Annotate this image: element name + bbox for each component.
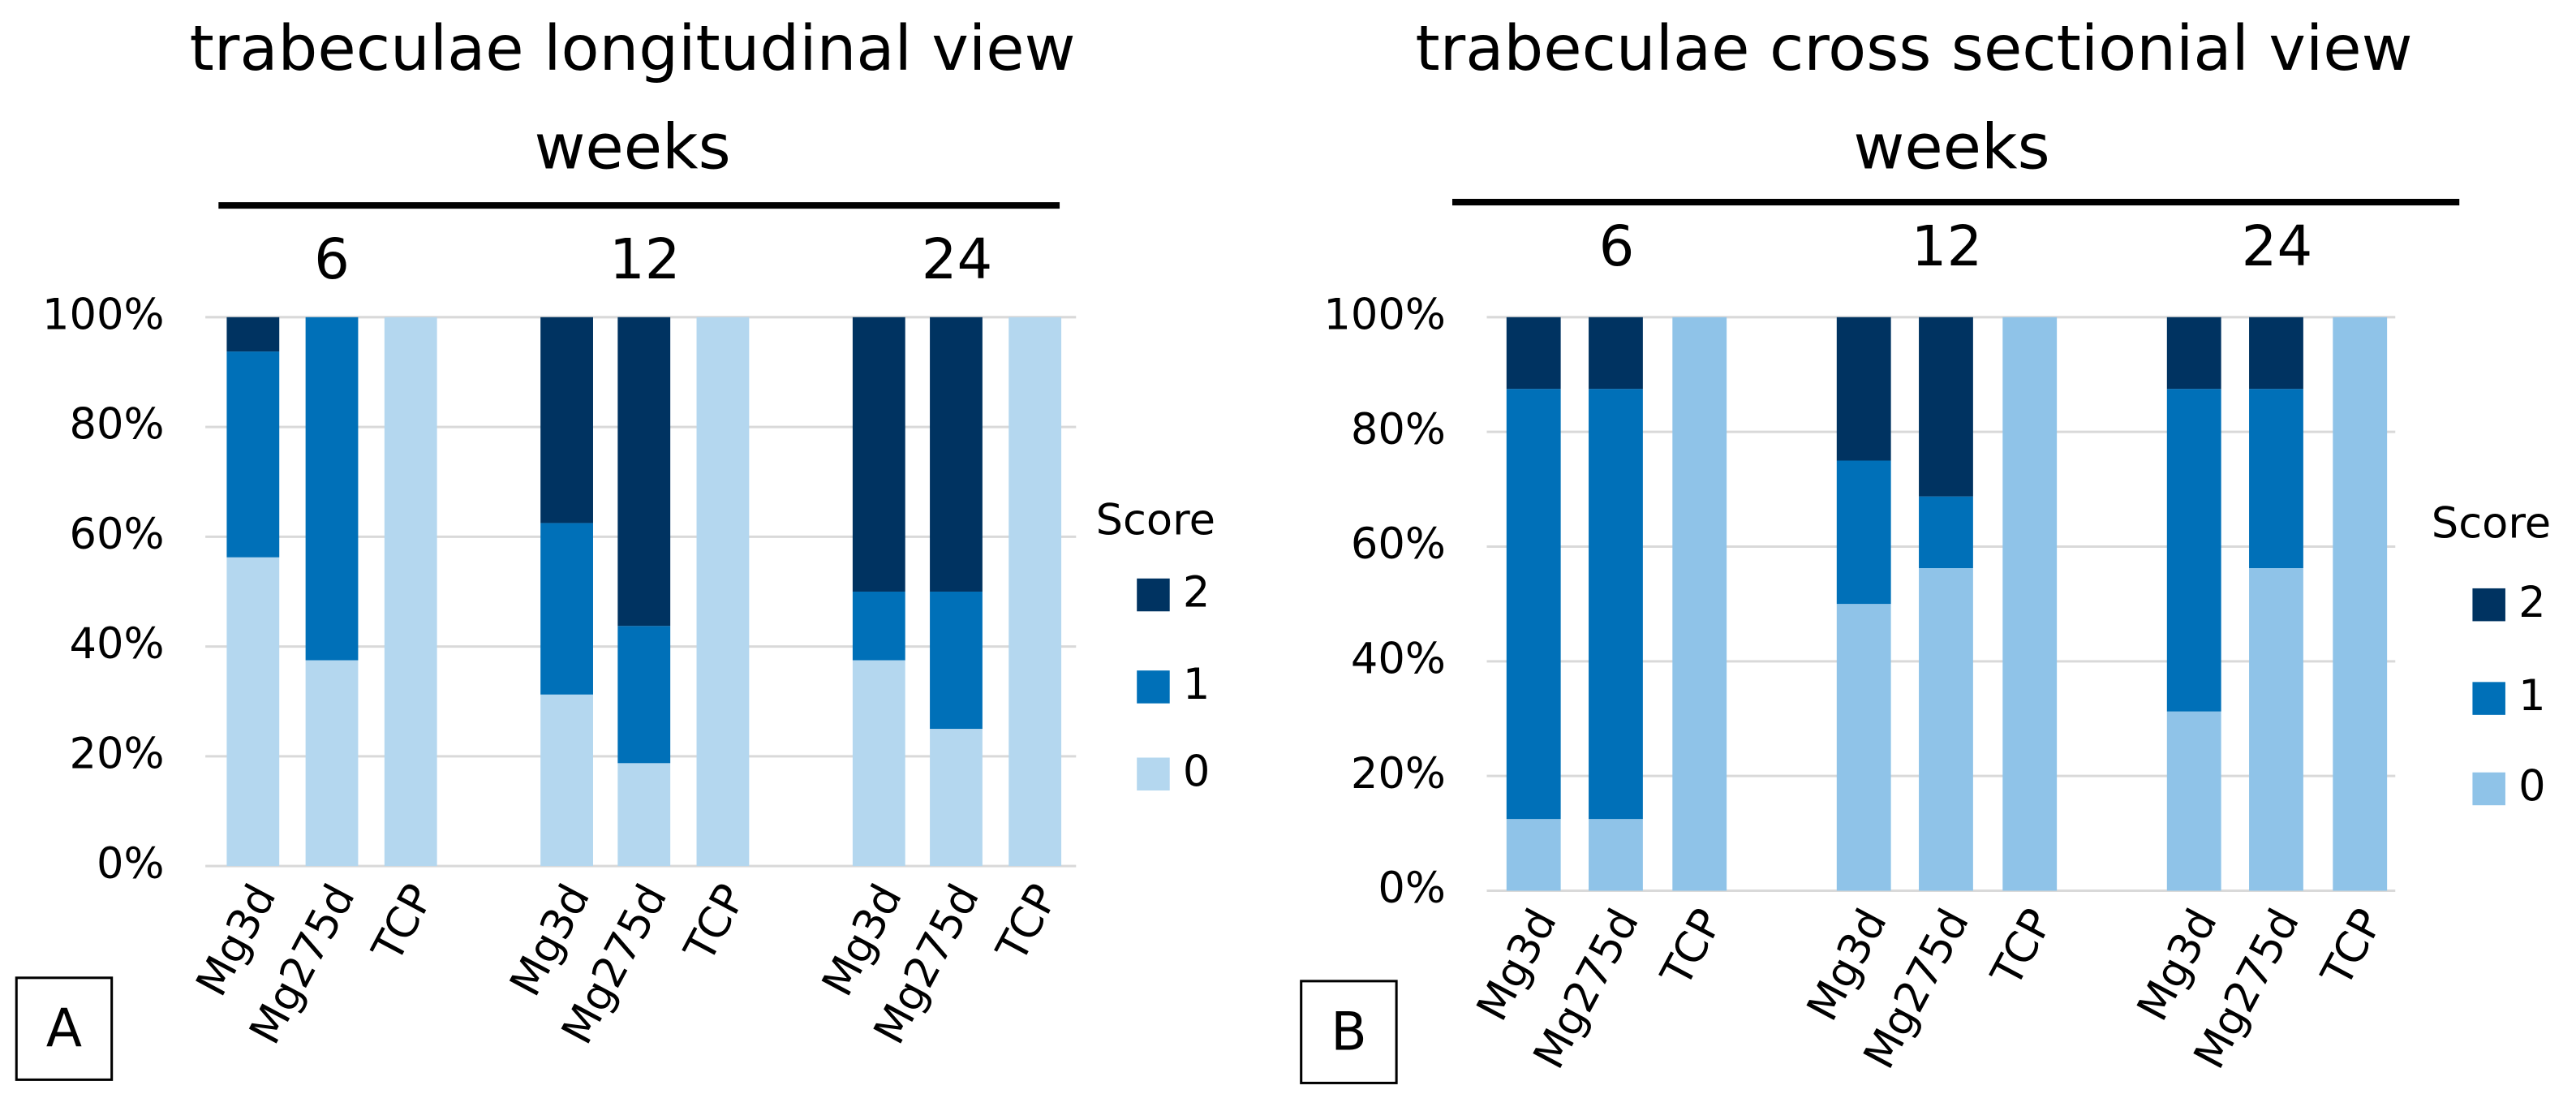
y-tick-label: 20% [1351, 749, 1446, 799]
bar-segment [1589, 389, 1643, 820]
bar-segment [1919, 567, 1973, 891]
bar-segment [1008, 317, 1062, 867]
y-tick-label: 80% [1351, 405, 1446, 454]
panel-label: A [46, 998, 82, 1059]
bar-segment [226, 351, 280, 558]
legend-swatch [1137, 757, 1170, 790]
y-tick-label: 40% [1351, 634, 1446, 683]
bar-segment [1919, 496, 1973, 568]
bar-segment [930, 317, 983, 592]
legend-swatch [1137, 670, 1170, 704]
legend-label: 0 [2518, 762, 2545, 812]
x-tick-label: TCP [987, 877, 1068, 971]
panel-label-box [1300, 980, 1398, 1084]
bar-segment [1589, 317, 1643, 390]
bar-segment [852, 591, 905, 661]
y-tick-label: 100% [42, 290, 164, 339]
bar-segment [305, 317, 359, 661]
bar-segment [1672, 317, 1727, 891]
group-name: 12 [609, 227, 681, 292]
bar-segment [2249, 567, 2303, 891]
y-tick-label: 40% [70, 619, 165, 669]
x-tick-label: TCP [2312, 901, 2393, 995]
bar-segment [2249, 317, 2303, 390]
legend-title: Score [1096, 496, 1215, 545]
legend-label: 2 [1183, 568, 1210, 618]
bar-segment [1506, 317, 1561, 390]
group-label: weeks [1853, 111, 2049, 183]
bar-segment [2249, 389, 2303, 568]
bar-segment [1506, 389, 1561, 820]
x-tick-label: TCP [363, 877, 444, 971]
bar-segment [930, 591, 983, 730]
legend-label: 2 [2518, 578, 2545, 627]
bar-segment [226, 557, 280, 867]
group-name: 24 [2242, 214, 2313, 279]
bar-segment [1506, 819, 1561, 891]
bar-segment [1836, 604, 1891, 891]
legend-label: 1 [1183, 660, 1210, 709]
bar-segment [1836, 460, 1891, 605]
bar-segment [617, 763, 671, 867]
bar-segment [1919, 317, 1973, 497]
panel-label: B [1331, 1001, 1366, 1062]
group-name: 24 [922, 227, 993, 292]
bar-segment [2166, 711, 2221, 891]
panel-label-box [15, 976, 114, 1081]
bar-segment [696, 317, 750, 867]
legend-label: 0 [1183, 747, 1210, 796]
bar-segment [852, 660, 905, 867]
group-name: 12 [1912, 214, 1983, 279]
y-tick-label: 60% [1351, 519, 1446, 569]
y-tick-label: 0% [1378, 864, 1446, 913]
y-tick-label: 60% [70, 510, 165, 559]
bar-segment [2166, 317, 2221, 390]
x-tick-label: TCP [674, 877, 755, 971]
y-tick-label: 0% [97, 839, 165, 889]
legend-swatch [2472, 682, 2505, 715]
chart-title: trabeculae cross sectionial view [1415, 13, 2412, 85]
y-tick-label: 20% [70, 730, 165, 779]
bar-segment [226, 317, 280, 352]
y-tick-label: 80% [70, 400, 165, 450]
bar-segment [852, 317, 905, 592]
legend-title: Score [2432, 499, 2551, 549]
bar-segment [384, 317, 437, 867]
bar-segment [1836, 317, 1891, 461]
y-tick-label: 100% [1323, 290, 1445, 339]
bar-segment [1589, 819, 1643, 891]
x-tick-label: TCP [1651, 901, 1732, 995]
bar-segment [540, 523, 593, 695]
legend-label: 1 [2518, 671, 2545, 721]
bar-segment [617, 317, 671, 627]
legend-swatch [2472, 772, 2505, 806]
bar-segment [617, 626, 671, 764]
bar-segment [2166, 389, 2221, 712]
legend-swatch [2472, 588, 2505, 622]
bar-segment [540, 694, 593, 867]
bar-segment [305, 660, 359, 867]
group-name: 6 [1599, 214, 1635, 279]
bar-segment [540, 317, 593, 523]
bar-segment [2002, 317, 2058, 891]
bar-segment [2333, 317, 2388, 891]
legend-swatch [1137, 578, 1170, 612]
group-label: weeks [534, 111, 730, 183]
x-tick-label: TCP [1981, 901, 2062, 995]
chart-title: trabeculae longitudinal view [190, 13, 1076, 85]
bar-segment [930, 729, 983, 867]
group-name: 6 [314, 227, 350, 292]
